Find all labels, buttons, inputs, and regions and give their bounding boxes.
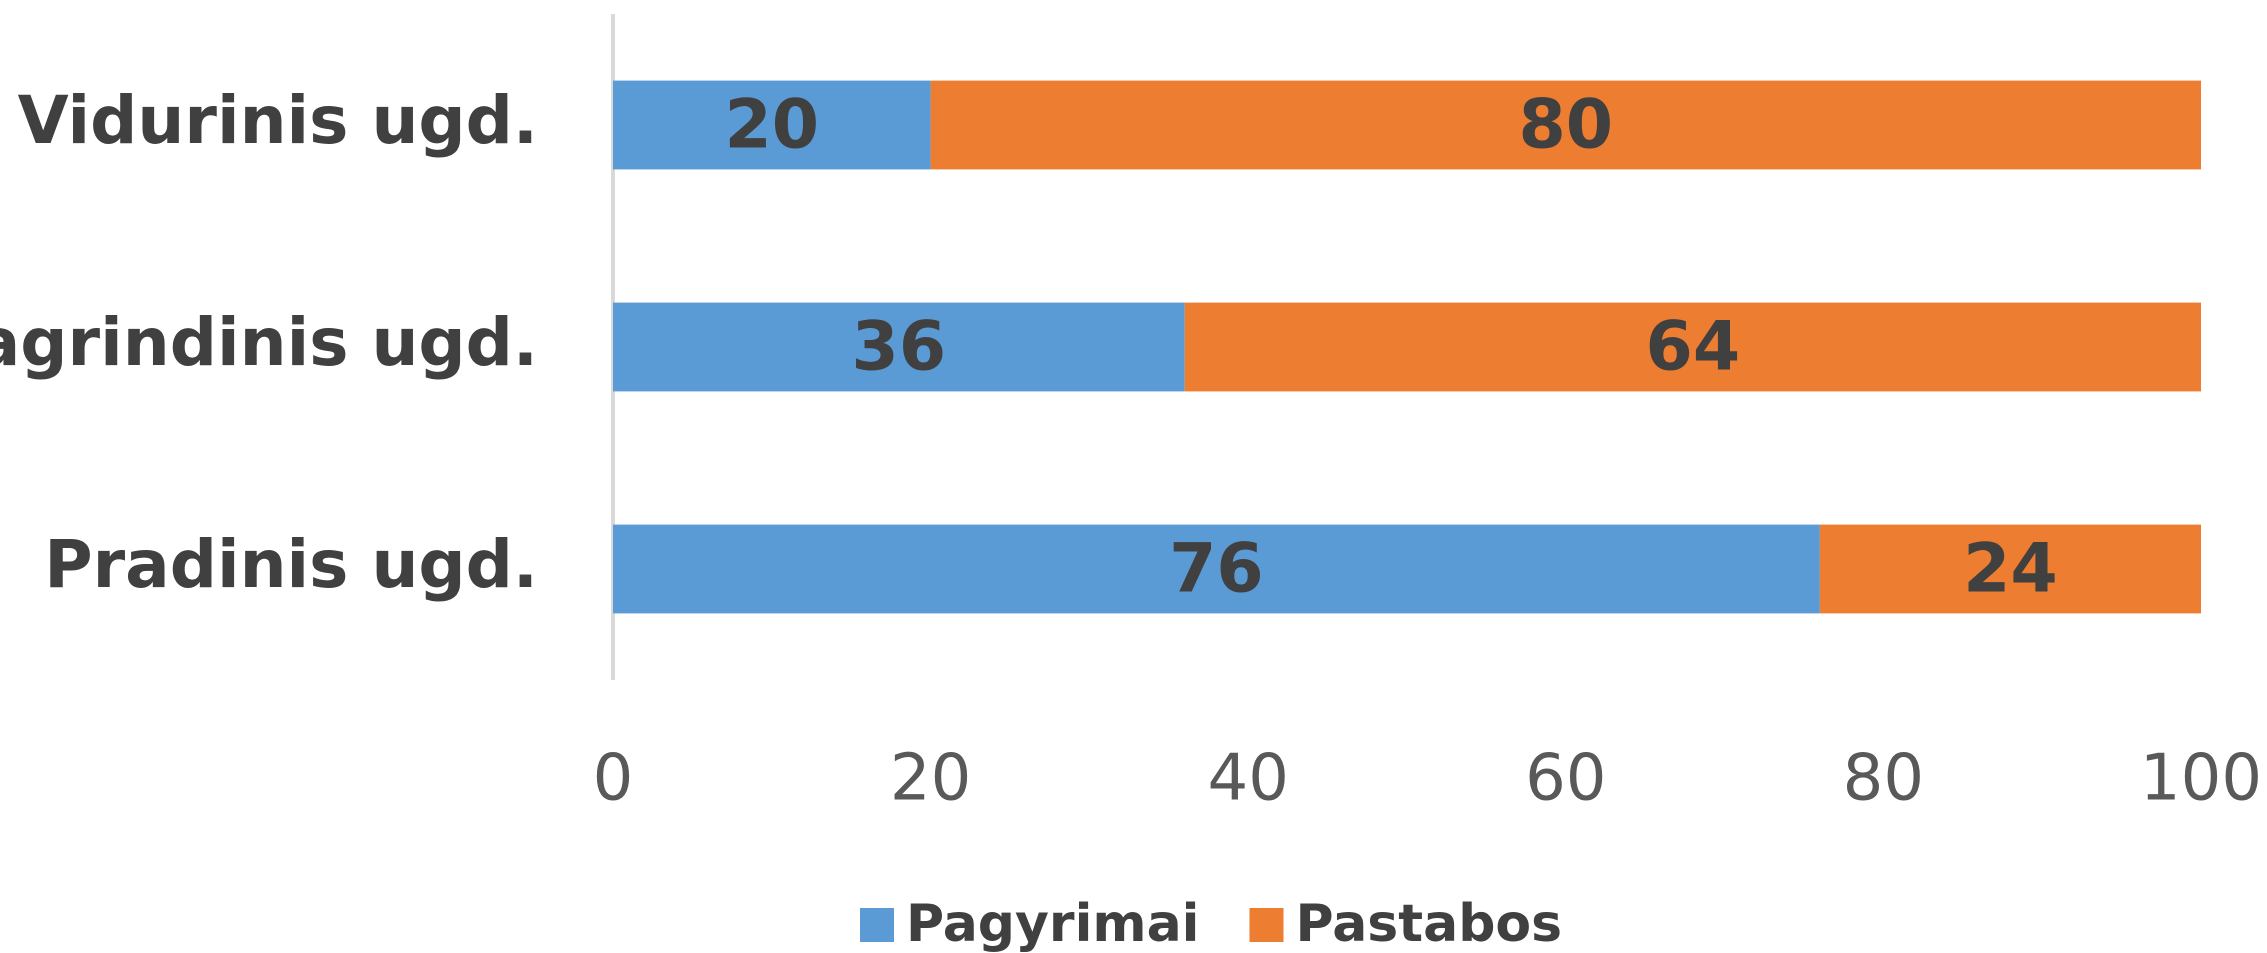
y-tick-label: Pagrindinis ugd. <box>0 304 538 381</box>
legend-label: Pastabos <box>1296 894 1563 953</box>
y-tick-label: Pradinis ugd. <box>44 526 538 603</box>
data-label: 24 <box>1963 530 2058 609</box>
bar-segment <box>613 524 1820 614</box>
legend-label: Pagyrimai <box>906 894 1200 953</box>
bar-segment <box>613 80 931 170</box>
data-label: 76 <box>1169 530 1264 609</box>
x-tick-label: 60 <box>1525 742 1606 816</box>
x-tick-label: 0 <box>593 742 634 816</box>
bar-segment <box>930 80 2201 170</box>
legend-swatch <box>1249 908 1284 942</box>
legend-swatch <box>860 908 894 942</box>
bar-segment <box>613 302 1185 392</box>
x-tick-label: 80 <box>1843 742 1924 816</box>
bar-segment <box>1819 524 2201 614</box>
x-tick-label: 40 <box>1207 742 1288 816</box>
data-label: 64 <box>1646 308 1741 387</box>
data-label: 20 <box>724 86 819 165</box>
y-tick-label: Vidurinis ugd. <box>18 82 538 159</box>
data-label: 36 <box>852 308 947 387</box>
data-label: 80 <box>1518 86 1613 165</box>
x-tick-label: 20 <box>890 742 971 816</box>
bar-segment <box>1184 302 2201 392</box>
x-tick-label: 100 <box>2140 742 2262 816</box>
